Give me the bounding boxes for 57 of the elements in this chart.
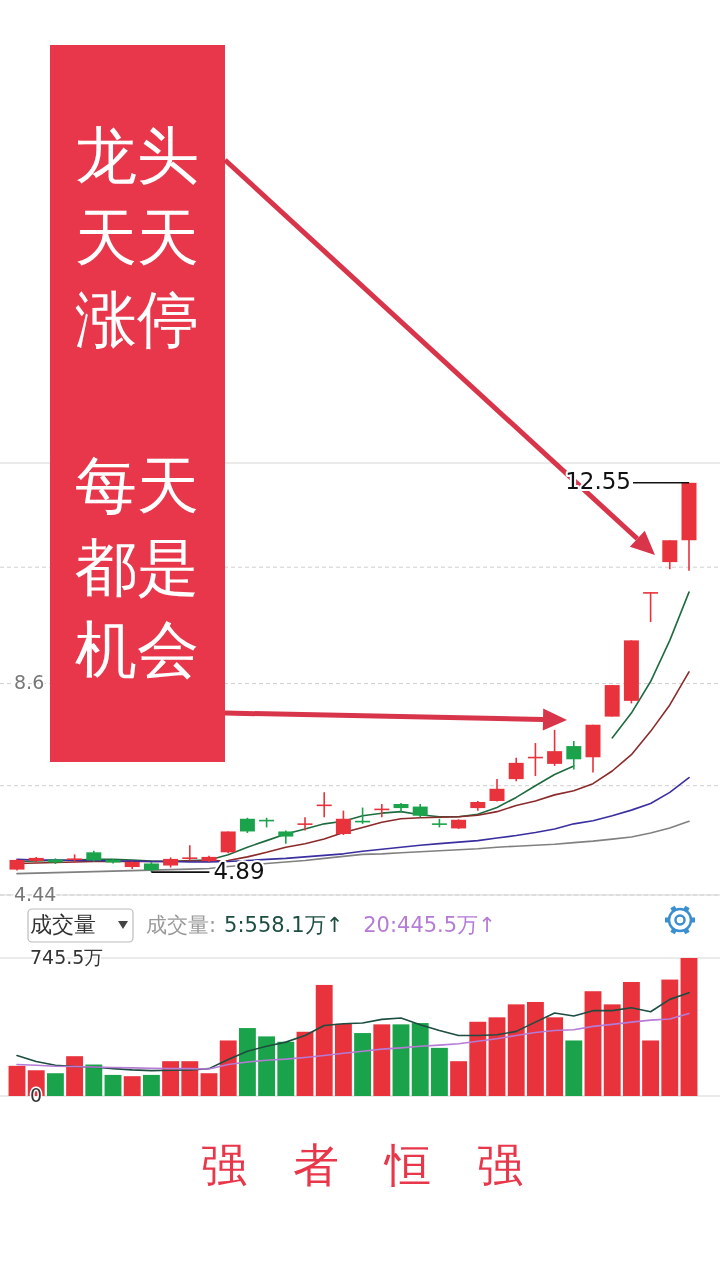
line-series <box>16 991 690 1072</box>
bar <box>162 1061 180 1096</box>
bar <box>469 1021 487 1096</box>
bar <box>507 1004 525 1096</box>
bar <box>354 1033 372 1096</box>
bar <box>622 981 640 1096</box>
bar <box>603 1004 621 1096</box>
bar <box>8 1065 26 1096</box>
candlestick <box>220 830 236 855</box>
text: 5:558.1万↑ <box>224 913 344 937</box>
candlestick <box>508 756 524 782</box>
bar <box>584 991 602 1096</box>
candlestick <box>662 539 678 571</box>
text: 20:445.5万↑ <box>363 913 496 937</box>
bar <box>334 1023 352 1096</box>
candlestick <box>182 844 198 862</box>
candlestick <box>335 809 351 836</box>
bar <box>315 984 333 1096</box>
bar <box>123 1076 141 1096</box>
y-tick-label: 745.5万 <box>30 945 104 968</box>
bar <box>565 1040 583 1096</box>
line-series <box>16 776 690 863</box>
line-series <box>16 1012 690 1070</box>
bar <box>258 1036 276 1096</box>
bar <box>200 1073 218 1096</box>
bar <box>104 1074 122 1096</box>
candlestick <box>297 816 313 832</box>
y-tick-label: 8.6 <box>14 671 45 694</box>
text: 龙头天天涨停 <box>75 119 199 357</box>
annotation: 每天都是机会 <box>75 449 199 687</box>
candlestick <box>643 591 659 623</box>
chart-title: 成交量 <box>30 912 96 937</box>
bar <box>450 1061 468 1096</box>
bar <box>277 1041 295 1096</box>
bar <box>142 1074 160 1096</box>
bar <box>642 1040 660 1096</box>
bar <box>680 958 698 1096</box>
bar <box>546 1017 564 1096</box>
candlestick <box>566 740 582 771</box>
bar <box>488 1017 506 1096</box>
bar <box>238 1028 256 1096</box>
candlestick <box>547 729 563 767</box>
annotation: 4.89 <box>213 857 265 884</box>
bar <box>392 1024 410 1096</box>
bar <box>526 1001 544 1096</box>
bar <box>46 1073 64 1096</box>
bar <box>411 1023 429 1096</box>
bar <box>181 1061 199 1096</box>
bar <box>66 1056 84 1096</box>
bar <box>219 1040 237 1096</box>
bar <box>373 1024 391 1096</box>
legend-title: 成交量: <box>146 913 217 937</box>
bar <box>430 1047 448 1096</box>
y-tick-label: 4.44 <box>14 882 57 905</box>
text: 强者恒强 <box>201 1137 569 1192</box>
bar <box>85 1064 103 1096</box>
bar <box>661 979 679 1096</box>
